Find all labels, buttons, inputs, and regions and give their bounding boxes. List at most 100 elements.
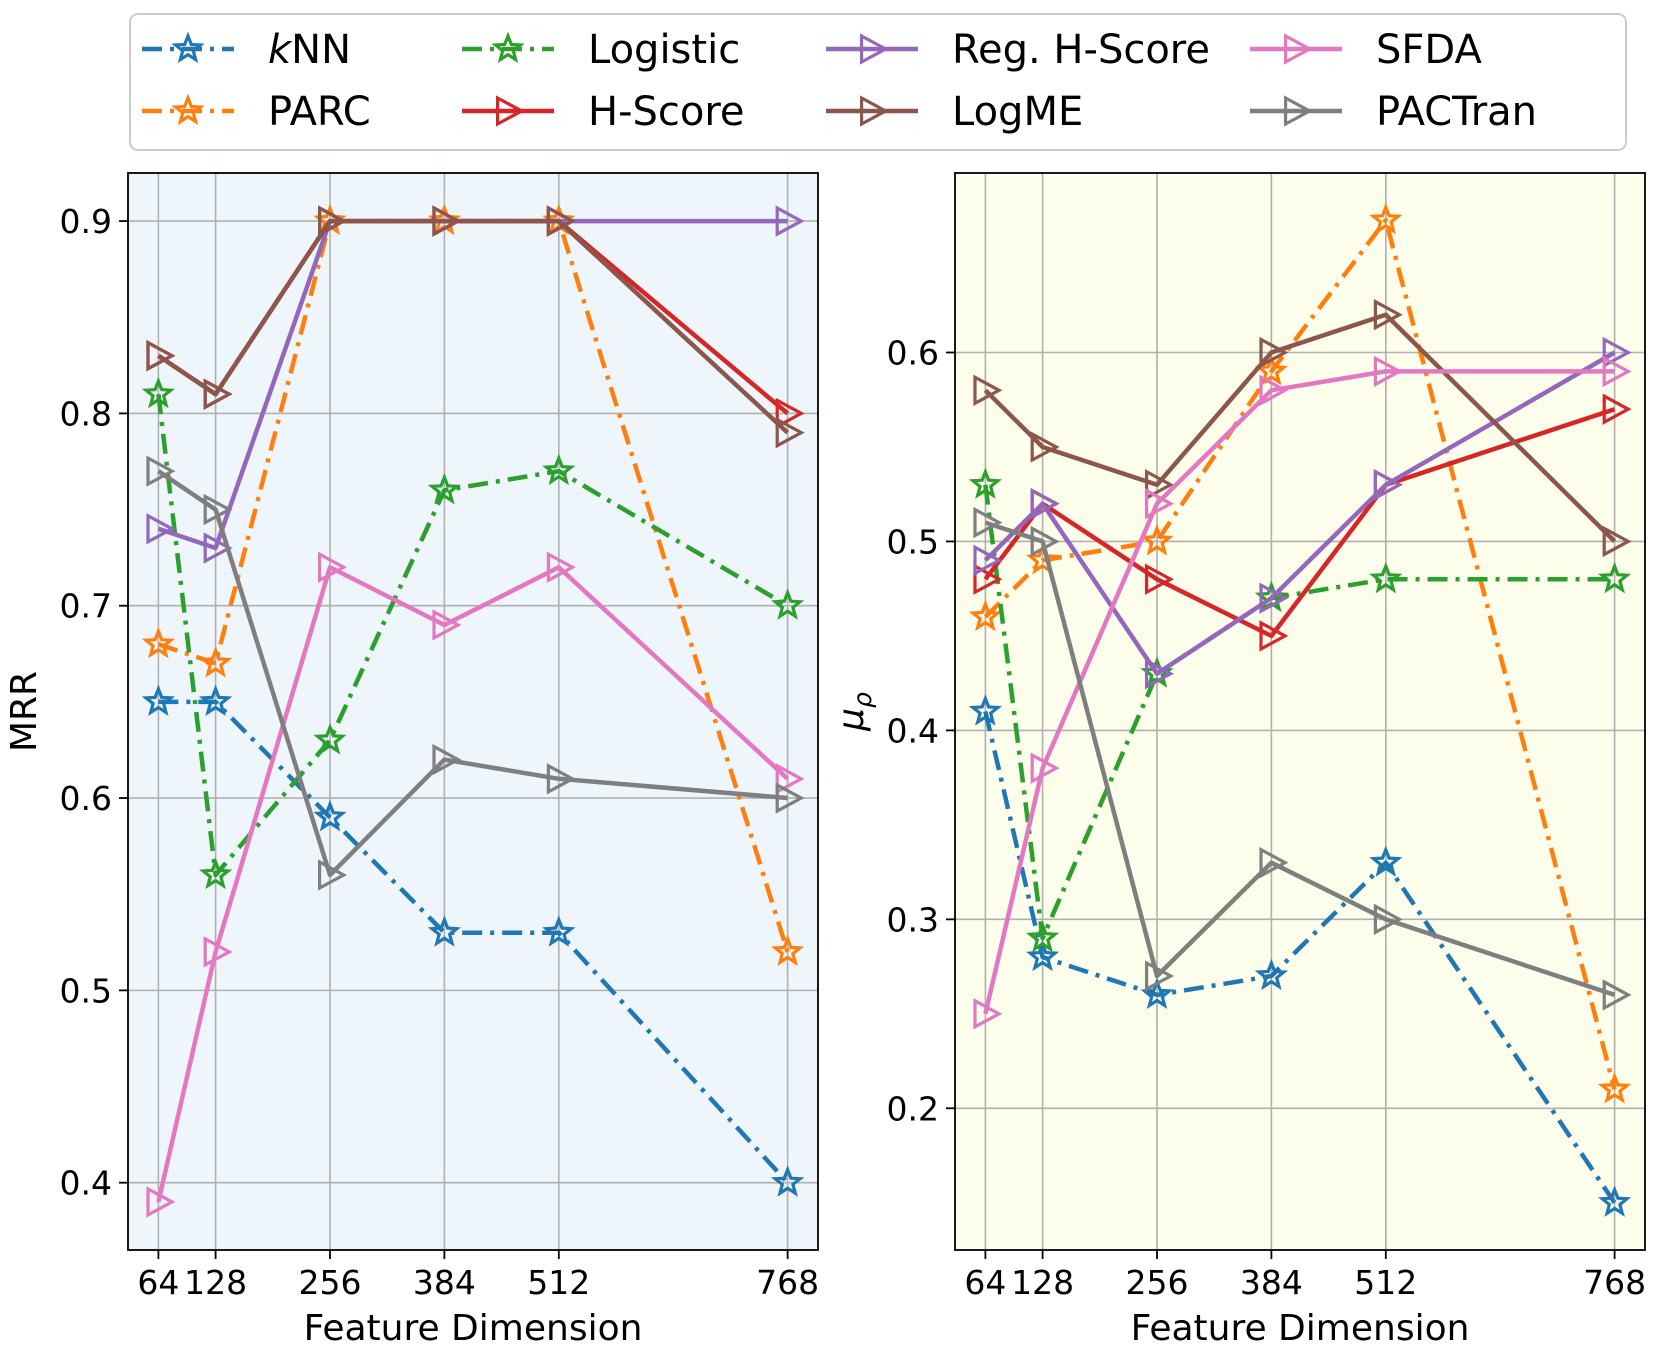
point-knn bbox=[141, 684, 176, 716]
x-tick-label: 512 bbox=[527, 1263, 590, 1302]
y-tick-label: 0.7 bbox=[60, 587, 112, 626]
plot-frame bbox=[127, 172, 819, 1251]
y-tick-label: 0.6 bbox=[887, 334, 939, 373]
point-reg-h-score bbox=[203, 532, 233, 564]
point-reg-h-score bbox=[146, 513, 176, 545]
point-logme bbox=[1144, 469, 1175, 501]
legend-marker-logme bbox=[859, 95, 890, 127]
legend-marker-h-score bbox=[496, 95, 526, 127]
legend-label-logistic: Logistic bbox=[588, 27, 740, 73]
series-line-parc bbox=[983, 217, 1617, 1090]
legend-entry-reg-h-score: Reg. H-Score bbox=[826, 27, 1210, 73]
point-parc bbox=[141, 626, 176, 659]
point-parc bbox=[770, 934, 805, 966]
point-knn bbox=[313, 799, 347, 832]
x-tick-label: 384 bbox=[1240, 1263, 1303, 1302]
point-knn bbox=[1597, 1185, 1632, 1217]
legend-label-parc: PARC bbox=[268, 89, 371, 135]
point-knn bbox=[1369, 845, 1403, 877]
point-reg-h-score bbox=[1602, 336, 1632, 369]
point-sfda bbox=[546, 551, 576, 583]
point-sfda bbox=[775, 763, 805, 795]
panel-mu-rho: 0.2 0.3 0.4 0.5 0.6 64 128 256 384 512 768 Feature … bbox=[831, 172, 1646, 1349]
point-knn bbox=[198, 684, 233, 716]
point-logme bbox=[1373, 299, 1403, 331]
legend-marker-logistic bbox=[491, 31, 525, 64]
point-logistic bbox=[313, 722, 347, 755]
point-h-score bbox=[1144, 563, 1175, 595]
legend-label-sfda: SFDA bbox=[1376, 27, 1482, 73]
point-logme bbox=[317, 205, 348, 237]
legend-label-pactran: PACTran bbox=[1376, 89, 1537, 135]
x-axis-label: Feature Dimension bbox=[1131, 1308, 1470, 1349]
series-line-logistic bbox=[156, 393, 789, 878]
point-parc bbox=[1025, 542, 1060, 575]
point-parc bbox=[1140, 523, 1174, 556]
point-logme bbox=[1030, 431, 1060, 463]
point-logistic bbox=[968, 467, 1003, 499]
point-logistic bbox=[1369, 561, 1403, 594]
point-logme bbox=[203, 378, 233, 410]
x-tick-label: 128 bbox=[1011, 1263, 1074, 1302]
y-tick-label: 0.5 bbox=[60, 971, 112, 1010]
point-logistic bbox=[141, 376, 176, 409]
y-tick-label: 0.4 bbox=[60, 1164, 112, 1203]
y-tick-label: 0.4 bbox=[887, 711, 939, 750]
point-pactran bbox=[203, 493, 233, 526]
legend-entry-logme: LogME bbox=[826, 89, 1083, 135]
point-pactran bbox=[317, 859, 348, 891]
x-tick-label: 64 bbox=[964, 1263, 1006, 1302]
x-tick-label: 64 bbox=[137, 1263, 179, 1302]
point-knn bbox=[1025, 939, 1060, 972]
legend-marker-reg-h-score bbox=[859, 33, 890, 65]
y-tick-label: 0.3 bbox=[887, 900, 939, 939]
point-knn bbox=[427, 915, 462, 947]
point-logistic bbox=[542, 453, 576, 486]
point-logme bbox=[432, 205, 462, 237]
point-logistic bbox=[1597, 561, 1632, 594]
point-h-score bbox=[775, 397, 805, 430]
point-logistic bbox=[427, 472, 462, 505]
point-logme bbox=[973, 374, 1003, 406]
series-group bbox=[141, 203, 805, 1218]
y-axis-label: μρ bbox=[831, 692, 877, 732]
series-group bbox=[968, 202, 1632, 1217]
y-tick-label: 0.9 bbox=[60, 202, 112, 241]
point-sfda bbox=[973, 998, 1003, 1030]
y-tick-label: 0.2 bbox=[887, 1089, 939, 1128]
point-parc bbox=[1369, 202, 1403, 235]
point-parc bbox=[1254, 353, 1289, 386]
legend-entry-logistic: Logistic bbox=[462, 27, 740, 73]
point-parc bbox=[968, 599, 1003, 632]
point-sfda bbox=[317, 551, 348, 583]
point-h-score bbox=[973, 563, 1003, 595]
point-reg-h-score bbox=[1030, 487, 1060, 520]
legend-marker-pactran bbox=[1283, 95, 1314, 127]
point-reg-h-score bbox=[973, 544, 1003, 577]
point-knn bbox=[1140, 977, 1174, 1009]
point-sfda bbox=[1144, 487, 1175, 520]
point-parc bbox=[1597, 1071, 1632, 1104]
point-pactran bbox=[1030, 525, 1060, 558]
point-knn bbox=[770, 1165, 805, 1197]
legend-entry-sfda: SFDA bbox=[1250, 27, 1482, 73]
series-line-knn bbox=[983, 710, 1617, 1205]
point-reg-h-score bbox=[1373, 469, 1403, 501]
legend-label-h-score: H-Score bbox=[588, 89, 745, 135]
point-sfda bbox=[432, 609, 462, 641]
x-tick-label: 768 bbox=[1583, 1263, 1646, 1302]
point-sfda bbox=[146, 1186, 176, 1218]
series-line-sfda bbox=[983, 369, 1615, 1015]
point-pactran bbox=[432, 743, 462, 776]
legend-entry-pactran: PACTran bbox=[1250, 89, 1537, 135]
x-tick-label: 768 bbox=[756, 1263, 819, 1302]
x-axis-label: Feature Dimension bbox=[304, 1308, 643, 1349]
legend-label-reg-h-score: Reg. H-Score bbox=[952, 27, 1210, 73]
point-pactran bbox=[1144, 960, 1175, 992]
point-pactran bbox=[1602, 979, 1632, 1011]
x-tick-label: 384 bbox=[413, 1263, 476, 1302]
legend-entry-h-score: H-Score bbox=[462, 89, 745, 135]
point-knn bbox=[1254, 958, 1289, 991]
point-pactran bbox=[775, 782, 805, 814]
